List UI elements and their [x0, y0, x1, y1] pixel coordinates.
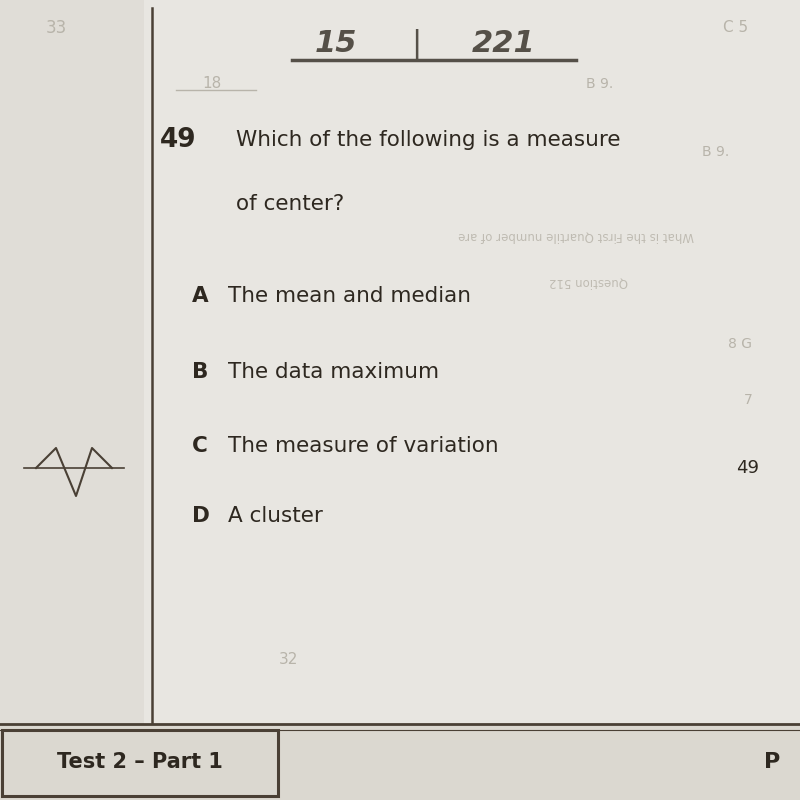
FancyBboxPatch shape [0, 0, 800, 724]
Text: The data maximum: The data maximum [228, 362, 439, 382]
Text: |: | [411, 29, 421, 59]
Text: The measure of variation: The measure of variation [228, 435, 498, 456]
Text: 7: 7 [744, 393, 752, 407]
Text: B 9.: B 9. [702, 145, 730, 159]
Text: 49: 49 [160, 127, 197, 153]
Text: P: P [764, 752, 780, 772]
Text: 8 G: 8 G [728, 337, 752, 351]
Text: What is the First Quartile number of are: What is the First Quartile number of are [458, 230, 694, 242]
Text: 18: 18 [202, 77, 222, 91]
Text: 33: 33 [46, 19, 66, 37]
Text: B: B [192, 362, 208, 382]
Text: C: C [192, 435, 208, 456]
Text: C 5: C 5 [723, 21, 749, 35]
Text: A: A [192, 286, 209, 306]
Text: D: D [192, 506, 210, 526]
Text: 49: 49 [737, 459, 759, 477]
Text: Which of the following is a measure: Which of the following is a measure [236, 130, 621, 150]
FancyBboxPatch shape [0, 724, 800, 800]
Text: Question 512: Question 512 [549, 275, 627, 288]
FancyBboxPatch shape [0, 0, 144, 724]
Text: Test 2 – Part 1: Test 2 – Part 1 [57, 752, 222, 772]
Text: 221: 221 [472, 30, 536, 58]
Text: B 9.: B 9. [586, 77, 614, 91]
Text: of center?: of center? [236, 194, 344, 214]
Text: A cluster: A cluster [228, 506, 323, 526]
Text: The mean and median: The mean and median [228, 286, 471, 306]
Text: 32: 32 [278, 653, 298, 667]
FancyBboxPatch shape [2, 730, 278, 796]
Text: 15: 15 [314, 30, 358, 58]
